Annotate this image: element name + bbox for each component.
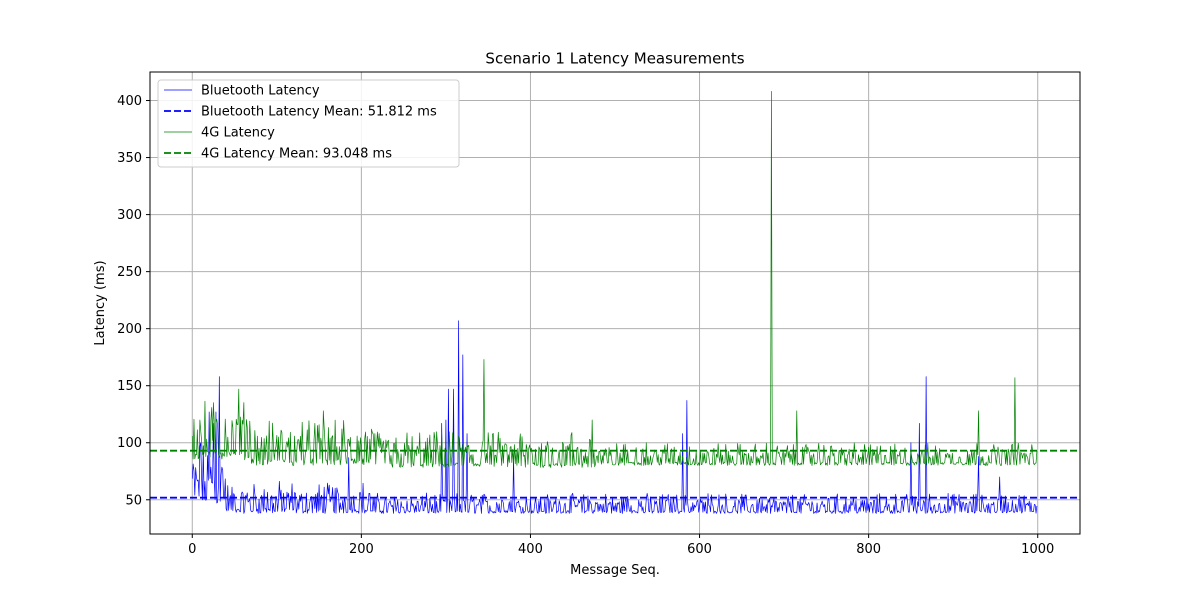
x-tick-label: 400 [518,542,543,557]
legend-box [157,79,460,168]
legend-label-3: 4G Latency Mean: 93.048 ms [201,147,392,162]
series-line-0 [191,320,1038,514]
series-line-2 [191,91,1038,468]
chart-title: Scenario 1 Latency Measurements [485,50,744,68]
legend: Bluetooth Latency Bluetooth Latency Mean:… [157,79,460,168]
x-tick-label: 200 [349,542,374,557]
legend-label-2: 4G Latency [201,126,275,141]
plot-frame [149,71,1081,535]
x-tick-label: 800 [856,542,881,557]
y-tick-label: 400 [117,94,142,109]
plot-area [150,91,1080,514]
axis-ticks: 0 200 400 600 800 1000 50 100 150 200 250 300 350 400 [117,94,1054,557]
y-axis-label: Latency (ms) [93,260,108,345]
y-tick-label: 350 [117,151,142,166]
y-tick-label: 300 [117,208,142,223]
y-tick-label: 250 [117,265,142,280]
y-tick-label: 200 [117,322,142,337]
x-tick-label: 0 [188,542,196,557]
x-axis-label: Message Seq. [570,563,660,578]
y-tick-label: 150 [117,379,142,394]
legend-label-0: Bluetooth Latency [201,84,320,99]
x-tick-label: 600 [687,542,712,557]
grid [150,72,1080,534]
x-tick-label: 1000 [1021,542,1054,557]
legend-label-1: Bluetooth Latency Mean: 51.812 ms [201,105,437,120]
y-tick-label: 100 [117,436,142,451]
y-tick-label: 50 [125,493,142,508]
